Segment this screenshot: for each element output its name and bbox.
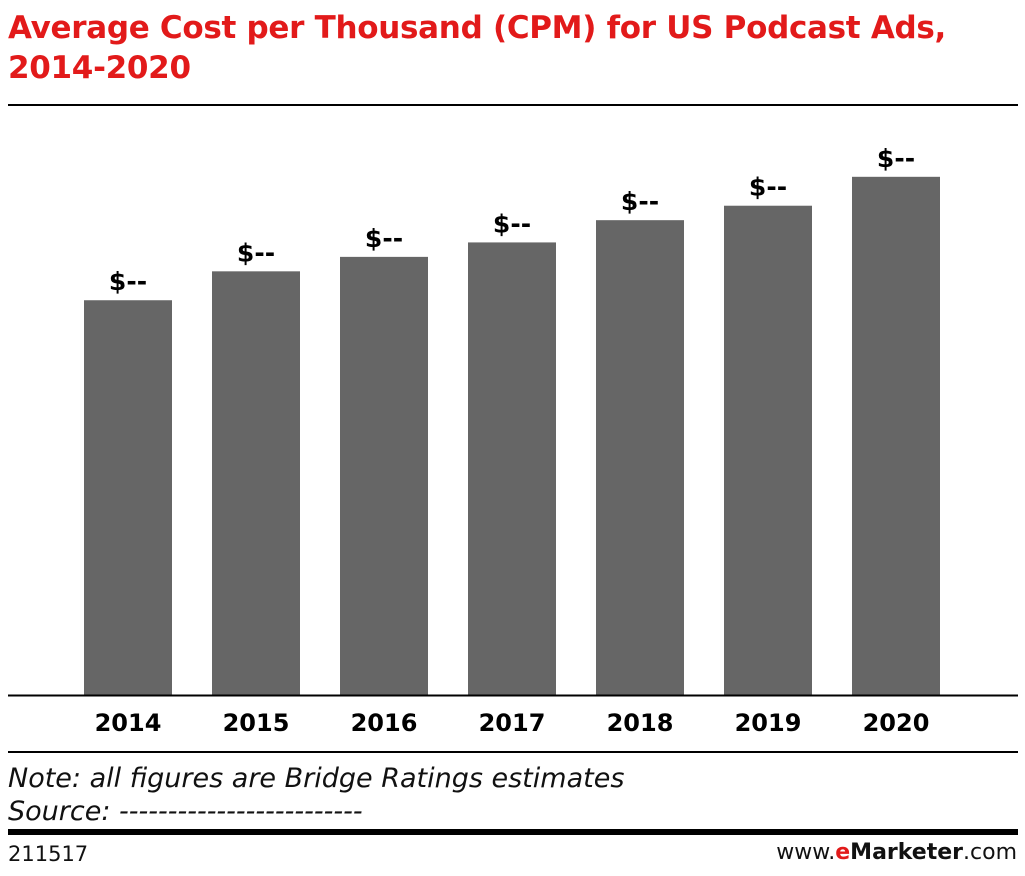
bar-2018: [596, 220, 684, 695]
bar-2017: [468, 242, 556, 695]
data-label-2016: $--: [365, 224, 403, 253]
bottom-divider: [8, 829, 1018, 835]
middle-divider: [8, 751, 1018, 753]
bar-2019: [724, 205, 812, 695]
data-label-2014: $--: [109, 267, 147, 296]
x-tick-label-2019: 2019: [735, 709, 802, 737]
bar-chart: $-- 2014 $-- 2015 $-- 2016 $-- 2017 $-- 2018 $-- 20…: [8, 144, 1018, 737]
x-tick-label-2016: 2016: [351, 709, 418, 737]
bar-2015: [212, 271, 300, 695]
x-tick-label-2017: 2017: [479, 709, 546, 737]
brand-e: e: [835, 840, 851, 865]
chart-id: 211517: [8, 842, 89, 866]
bar-2020: [852, 176, 940, 696]
source-text: Source: -------------------------: [8, 796, 363, 827]
data-label-2019: $--: [749, 173, 787, 202]
emarketer-logo[interactable]: www.eMarketer.com: [776, 840, 1017, 865]
chart-notes: Note: all figures are Bridge Ratings est…: [8, 762, 1008, 828]
x-tick-label-2015: 2015: [223, 709, 290, 737]
brand-name: Marketer: [850, 840, 964, 865]
top-divider: [8, 104, 1018, 106]
x-tick-label-2018: 2018: [607, 709, 674, 737]
x-tick-label-2014: 2014: [95, 709, 162, 737]
data-label-2015: $--: [237, 238, 275, 267]
bar-2014: [84, 300, 172, 695]
note-text: Note: all figures are Bridge Ratings est…: [8, 763, 625, 794]
data-label-2018: $--: [621, 187, 659, 216]
brand-prefix: www.: [776, 840, 836, 865]
data-label-2017: $--: [493, 209, 531, 238]
bar-2016: [340, 256, 428, 695]
data-label-2020: $--: [877, 144, 915, 173]
x-tick-label-2020: 2020: [863, 709, 930, 737]
chart-title: Average Cost per Thousand (CPM) for US P…: [8, 10, 947, 86]
brand-suffix: .com: [963, 840, 1017, 865]
